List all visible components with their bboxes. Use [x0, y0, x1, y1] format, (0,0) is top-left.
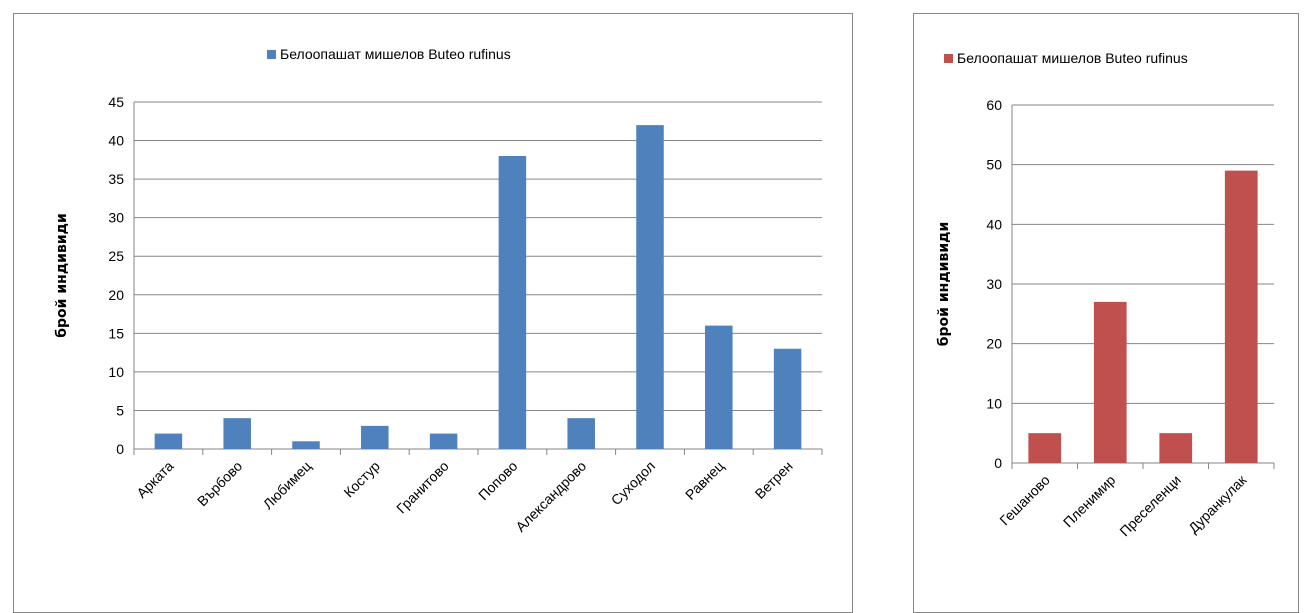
bar: [1224, 170, 1258, 463]
y-tick-label: 50: [986, 157, 1002, 173]
bar: [361, 425, 389, 449]
x-category-label: Арката: [133, 458, 176, 501]
y-tick-label: 35: [108, 171, 124, 187]
y-tick-label: 15: [108, 325, 124, 341]
bar: [154, 433, 183, 449]
x-category-label: Равнец: [682, 458, 727, 503]
y-tick-label: 20: [986, 336, 1002, 352]
bar: [1028, 433, 1062, 463]
x-category-label: Гранитово: [393, 458, 452, 517]
x-category-label: Пленимир: [1060, 472, 1119, 531]
x-category-label: Гешаново: [996, 472, 1053, 529]
legend-label: Белоопашат мишелов Buteo rufinus: [280, 46, 511, 62]
x-category-label: Костур: [340, 458, 383, 501]
chart-left-svg: 0 5 10 15 20 25 30 35 40 45 Арката Върбово Любимец Ко…: [54, 46, 823, 535]
chart-right: 0 10 20 30 40 50 60 Гешаново Пленимир Преселенци Д…: [913, 13, 1299, 613]
bar: [567, 418, 595, 449]
x-category-label: Върбово: [194, 458, 246, 510]
bar: [292, 441, 320, 449]
x-category-label: Суходол: [608, 458, 658, 508]
x-category-label: Александрово: [512, 458, 589, 535]
legend-swatch: [944, 54, 953, 63]
bar: [498, 155, 527, 449]
x-category-label: Ветрен: [752, 458, 796, 502]
y-tick-label: 40: [108, 133, 124, 149]
bar: [1159, 433, 1193, 463]
bar: [636, 125, 664, 449]
y-tick-label: 0: [994, 455, 1002, 471]
y-tick-label: 30: [108, 210, 124, 226]
x-category-label: Попово: [475, 458, 521, 504]
y-axis-title: брой индивиди: [54, 213, 70, 337]
y-axis-title: брой индивиди: [936, 222, 952, 346]
bar: [223, 418, 251, 449]
bar: [773, 348, 802, 449]
x-category-label: Любимец: [260, 458, 314, 512]
y-tick-label: 20: [108, 287, 124, 303]
bar: [429, 433, 458, 449]
y-tick-label: 60: [986, 97, 1002, 113]
y-tick-label: 10: [986, 395, 1002, 411]
y-tick-label: 5: [116, 402, 124, 418]
legend-label: Белоопашат мишелов Buteo rufinus: [957, 50, 1188, 66]
chart-left: 0 5 10 15 20 25 30 35 40 45 Арката Върбово Любимец Ко…: [13, 13, 853, 613]
x-category-label: Преселенци: [1116, 472, 1184, 540]
y-tick-label: 30: [986, 276, 1002, 292]
y-tick-label: 45: [108, 94, 124, 110]
bar: [1093, 301, 1127, 463]
y-tick-label: 25: [108, 248, 124, 264]
y-tick-label: 40: [986, 216, 1002, 232]
y-tick-label: 10: [108, 364, 124, 380]
bar: [705, 325, 733, 449]
y-tick-label: 0: [116, 441, 124, 457]
x-category-label: Дуранкулак: [1185, 471, 1250, 536]
legend-swatch: [267, 50, 276, 59]
